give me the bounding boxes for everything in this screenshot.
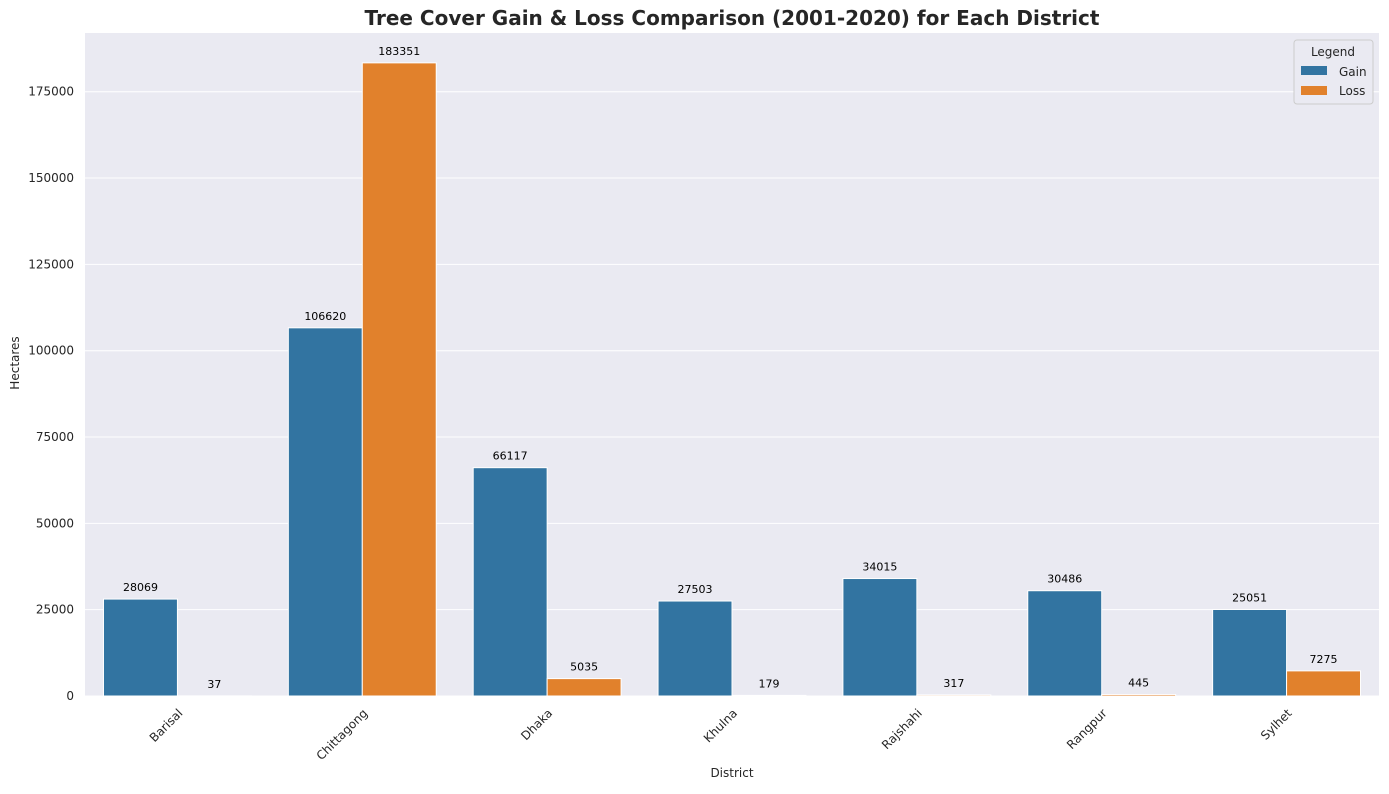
bar-gain-dhaka (473, 468, 547, 696)
chart-title: Tree Cover Gain & Loss Comparison (2001-… (365, 6, 1100, 30)
y-tick-label: 75000 (36, 430, 74, 444)
y-tick-label: 50000 (36, 516, 74, 530)
y-tick-label: 175000 (28, 85, 74, 99)
data-label: 317 (943, 677, 964, 690)
bar-gain-barisal (103, 599, 177, 696)
data-label: 66117 (493, 450, 528, 463)
legend-label-loss: Loss (1339, 84, 1365, 98)
bar-loss-chittagong (362, 63, 436, 696)
x-tick-label: Dhaka (518, 706, 555, 743)
bar-loss-rajshahi (917, 695, 991, 696)
bar-loss-dhaka (547, 679, 621, 696)
data-label: 25051 (1232, 591, 1267, 604)
bar-loss-khulna (732, 695, 806, 696)
bar-gain-khulna (658, 601, 732, 696)
data-label: 445 (1128, 676, 1149, 689)
x-tick-label: Khulna (701, 706, 740, 745)
y-tick-label: 125000 (28, 257, 74, 271)
data-label: 7275 (1310, 653, 1338, 666)
plot-background (85, 33, 1379, 696)
y-axis-ticks: 0 25000 50000 75000 100000 125000 150000 175000 (28, 85, 74, 703)
x-tick-label: Rangpur (1064, 706, 1110, 752)
x-axis-label: District (710, 766, 753, 780)
bar-gain-rangpur (1028, 591, 1102, 696)
x-tick-label: Chittagong (314, 706, 371, 763)
data-label: 28069 (123, 581, 158, 594)
data-label: 34015 (862, 561, 897, 574)
y-tick-label: 150000 (28, 171, 74, 185)
data-label: 27503 (678, 583, 713, 596)
data-label: 183351 (378, 45, 420, 58)
bar-gain-chittagong (288, 328, 362, 696)
bar-gain-rajshahi (843, 579, 917, 696)
data-label: 179 (758, 677, 779, 690)
legend-swatch-gain (1301, 66, 1327, 75)
x-tick-label: Sylhet (1258, 706, 1295, 743)
y-tick-label: 25000 (36, 603, 74, 617)
y-tick-label: 100000 (28, 344, 74, 358)
bar-loss-rangpur (1102, 694, 1176, 696)
y-tick-label: 0 (66, 689, 74, 703)
y-axis-label: Hectares (8, 336, 22, 389)
data-label: 5035 (570, 661, 598, 674)
legend: Legend Gain Loss (1294, 40, 1373, 104)
legend-swatch-loss (1301, 86, 1327, 95)
x-tick-label: Rajshahi (879, 706, 925, 752)
bar-gain-sylhet (1213, 609, 1287, 696)
legend-label-gain: Gain (1339, 65, 1367, 79)
data-label: 37 (207, 678, 221, 691)
data-label: 30486 (1047, 573, 1082, 586)
x-axis-ticks: Barisal Chittagong Dhaka Khulna Rajshahi Rang… (147, 706, 1295, 763)
legend-title: Legend (1311, 45, 1355, 59)
x-tick-label: Barisal (147, 706, 186, 745)
data-label: 106620 (304, 310, 346, 323)
bar-loss-sylhet (1287, 671, 1361, 696)
